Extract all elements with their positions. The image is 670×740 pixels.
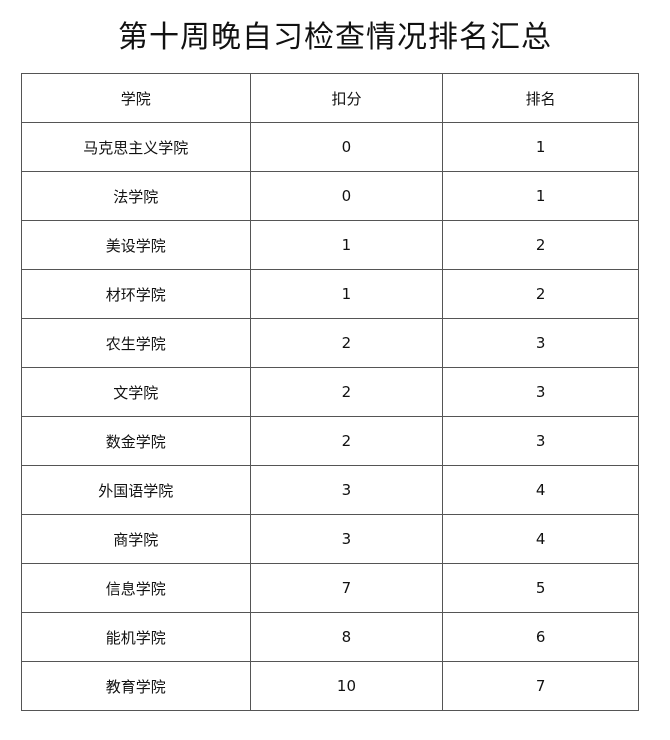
cell-rank: 7 xyxy=(442,661,639,711)
cell-rank: 3 xyxy=(442,416,639,466)
cell-rank: 2 xyxy=(442,269,639,319)
cell-rank: 2 xyxy=(442,220,639,270)
cell-deduction: 3 xyxy=(249,465,444,515)
cell-college: 材环学院 xyxy=(21,269,251,319)
page-title: 第十周晚自习检查情况排名汇总 xyxy=(118,20,552,55)
header-rank: 排名 xyxy=(442,73,639,123)
header-deduction: 扣分 xyxy=(249,73,444,123)
table-row: 商学院 3 4 xyxy=(21,514,639,564)
cell-deduction: 2 xyxy=(249,416,444,466)
ranking-table: 学院 扣分 排名 马克思主义学院 0 1 法学院 0 1 美设学院 1 2 材环学院 1 2 农生学院 2… xyxy=(21,73,639,711)
cell-rank: 1 xyxy=(442,171,639,221)
cell-deduction: 0 xyxy=(249,122,444,172)
cell-deduction: 2 xyxy=(249,318,444,368)
cell-rank: 4 xyxy=(442,514,639,564)
cell-deduction: 8 xyxy=(249,612,444,662)
cell-college: 数金学院 xyxy=(21,416,251,466)
table-row: 马克思主义学院 0 1 xyxy=(21,122,639,172)
cell-deduction: 1 xyxy=(249,220,444,270)
table-row: 美设学院 1 2 xyxy=(21,220,639,270)
table-row: 数金学院 2 3 xyxy=(21,416,639,466)
cell-college: 外国语学院 xyxy=(21,465,251,515)
cell-rank: 3 xyxy=(442,367,639,417)
table-row: 材环学院 1 2 xyxy=(21,269,639,319)
cell-college: 信息学院 xyxy=(21,563,251,613)
cell-deduction: 3 xyxy=(249,514,444,564)
cell-college: 农生学院 xyxy=(21,318,251,368)
cell-college: 能机学院 xyxy=(21,612,251,662)
cell-rank: 1 xyxy=(442,122,639,172)
cell-college: 美设学院 xyxy=(21,220,251,270)
cell-college: 教育学院 xyxy=(21,661,251,711)
cell-rank: 6 xyxy=(442,612,639,662)
table-row: 文学院 2 3 xyxy=(21,367,639,417)
header-college: 学院 xyxy=(21,73,251,123)
table-row: 信息学院 7 5 xyxy=(21,563,639,613)
table-row: 农生学院 2 3 xyxy=(21,318,639,368)
cell-college: 商学院 xyxy=(21,514,251,564)
cell-rank: 4 xyxy=(442,465,639,515)
cell-deduction: 1 xyxy=(249,269,444,319)
cell-deduction: 7 xyxy=(249,563,444,613)
cell-rank: 5 xyxy=(442,563,639,613)
cell-college: 马克思主义学院 xyxy=(21,122,251,172)
table-row: 教育学院 10 7 xyxy=(21,661,639,711)
header-row: 学院 扣分 排名 xyxy=(21,73,639,123)
cell-rank: 3 xyxy=(442,318,639,368)
table-row: 法学院 0 1 xyxy=(21,171,639,221)
table-row: 能机学院 8 6 xyxy=(21,612,639,662)
table-row: 外国语学院 3 4 xyxy=(21,465,639,515)
cell-deduction: 10 xyxy=(249,661,444,711)
cell-deduction: 0 xyxy=(249,171,444,221)
cell-deduction: 2 xyxy=(249,367,444,417)
cell-college: 法学院 xyxy=(21,171,251,221)
cell-college: 文学院 xyxy=(21,367,251,417)
